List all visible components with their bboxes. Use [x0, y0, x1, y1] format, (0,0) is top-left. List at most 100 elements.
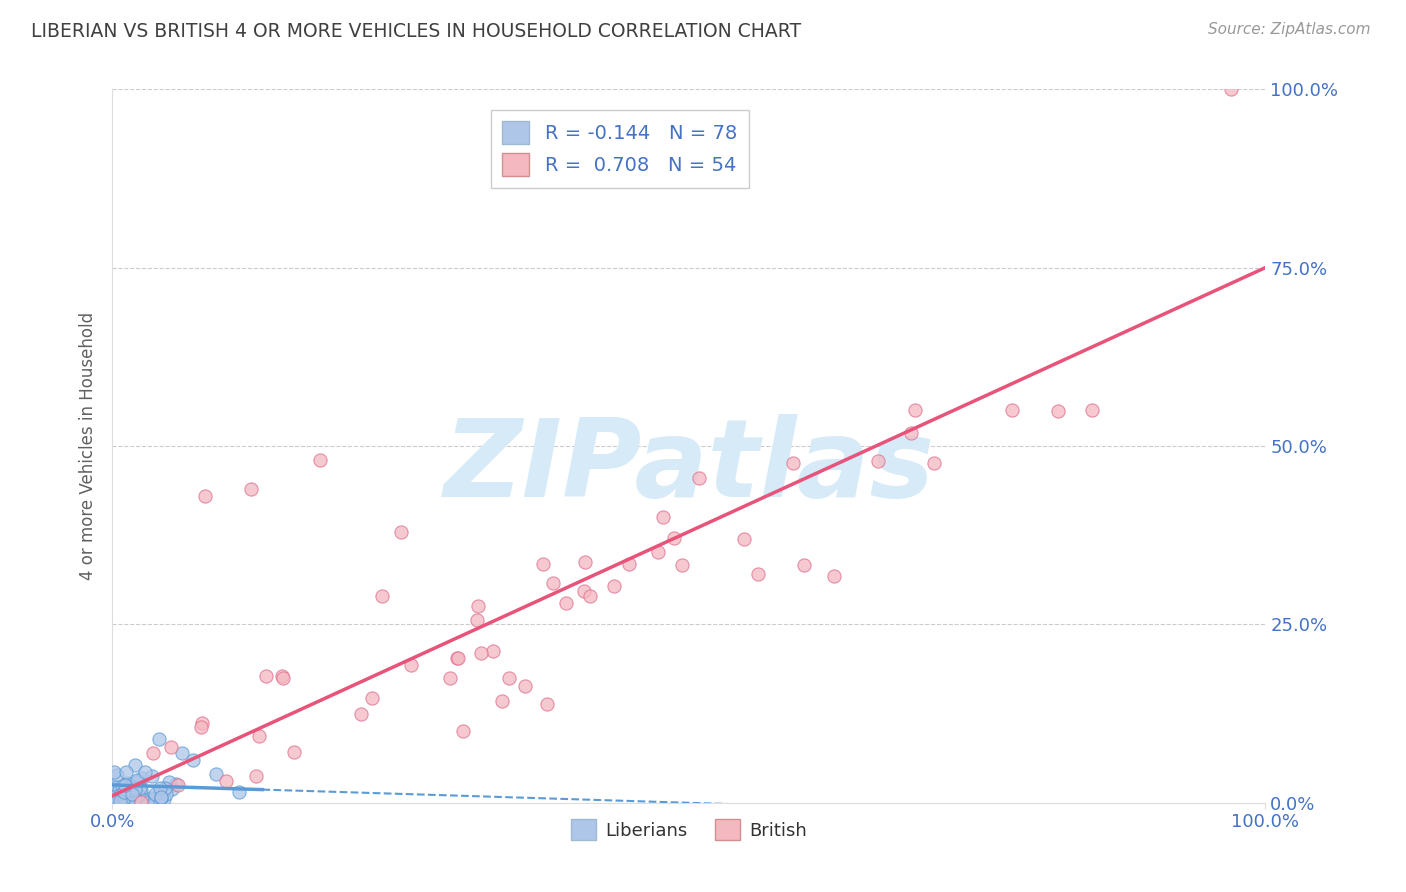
Point — [1046, 404, 1069, 418]
Point — [121, 786, 143, 800]
Point — [129, 780, 152, 795]
Point — [122, 793, 145, 807]
Point — [205, 767, 228, 781]
Point — [134, 765, 156, 780]
Point — [447, 651, 470, 665]
Point — [124, 792, 146, 806]
Point — [160, 782, 183, 797]
Point — [118, 791, 141, 805]
Point — [733, 532, 755, 546]
Point — [555, 596, 578, 610]
Point — [153, 780, 176, 795]
Point — [361, 691, 384, 706]
Y-axis label: 4 or more Vehicles in Household: 4 or more Vehicles in Household — [79, 312, 97, 580]
Point — [127, 788, 149, 802]
Point — [121, 795, 143, 809]
Point — [671, 558, 693, 572]
Point — [114, 788, 136, 802]
Point — [165, 777, 187, 791]
Point — [127, 773, 149, 788]
Point — [108, 782, 131, 797]
Point — [111, 794, 134, 808]
Point — [273, 671, 295, 685]
Point — [117, 786, 139, 800]
Point — [141, 793, 163, 807]
Point — [194, 489, 217, 503]
Point — [662, 531, 685, 545]
Point — [167, 778, 190, 792]
Point — [117, 795, 139, 809]
Point — [603, 579, 626, 593]
Legend: Liberians, British: Liberians, British — [564, 812, 814, 847]
Point — [214, 774, 236, 789]
Point — [111, 793, 134, 807]
Point — [574, 584, 596, 599]
Point — [118, 782, 141, 797]
Point — [446, 651, 468, 665]
Point — [120, 779, 142, 793]
Point — [103, 793, 125, 807]
Point — [112, 790, 135, 805]
Point — [228, 785, 250, 799]
Point — [112, 779, 135, 793]
Point — [108, 789, 131, 803]
Point — [619, 557, 641, 571]
Point — [747, 566, 769, 581]
Point — [131, 795, 153, 809]
Point — [115, 776, 138, 790]
Point — [191, 716, 214, 731]
Point — [652, 509, 675, 524]
Point — [900, 425, 922, 440]
Point — [108, 794, 131, 808]
Point — [399, 657, 422, 672]
Point — [371, 589, 394, 603]
Point — [118, 789, 141, 804]
Point — [574, 555, 596, 569]
Point — [148, 731, 170, 746]
Point — [131, 792, 153, 806]
Point — [482, 644, 505, 658]
Point — [124, 783, 146, 797]
Point — [309, 453, 332, 467]
Point — [647, 545, 669, 559]
Point — [245, 769, 267, 783]
Point — [491, 694, 513, 708]
Point — [541, 575, 564, 590]
Point — [470, 646, 492, 660]
Point — [111, 779, 134, 793]
Point — [1219, 82, 1241, 96]
Point — [782, 456, 804, 470]
Point — [513, 679, 536, 693]
Point — [129, 780, 152, 794]
Point — [129, 796, 152, 810]
Point — [467, 599, 489, 613]
Point — [143, 787, 166, 801]
Point — [170, 746, 193, 760]
Point — [103, 765, 125, 780]
Point — [793, 558, 815, 572]
Text: Source: ZipAtlas.com: Source: ZipAtlas.com — [1208, 22, 1371, 37]
Point — [1081, 403, 1104, 417]
Point — [271, 669, 294, 683]
Point — [688, 471, 710, 485]
Point — [121, 788, 143, 802]
Point — [439, 672, 461, 686]
Point — [142, 746, 165, 760]
Point — [149, 789, 172, 804]
Point — [922, 456, 945, 470]
Point — [465, 614, 488, 628]
Text: ZIPatlas: ZIPatlas — [443, 415, 935, 520]
Point — [349, 707, 371, 722]
Point — [110, 785, 132, 799]
Point — [139, 791, 162, 805]
Point — [823, 569, 845, 583]
Point — [579, 589, 602, 603]
Point — [103, 789, 125, 804]
Point — [105, 767, 128, 781]
Point — [283, 745, 305, 759]
Point — [536, 698, 558, 712]
Point — [141, 769, 163, 783]
Point — [114, 786, 136, 800]
Point — [451, 723, 474, 738]
Point — [121, 795, 143, 809]
